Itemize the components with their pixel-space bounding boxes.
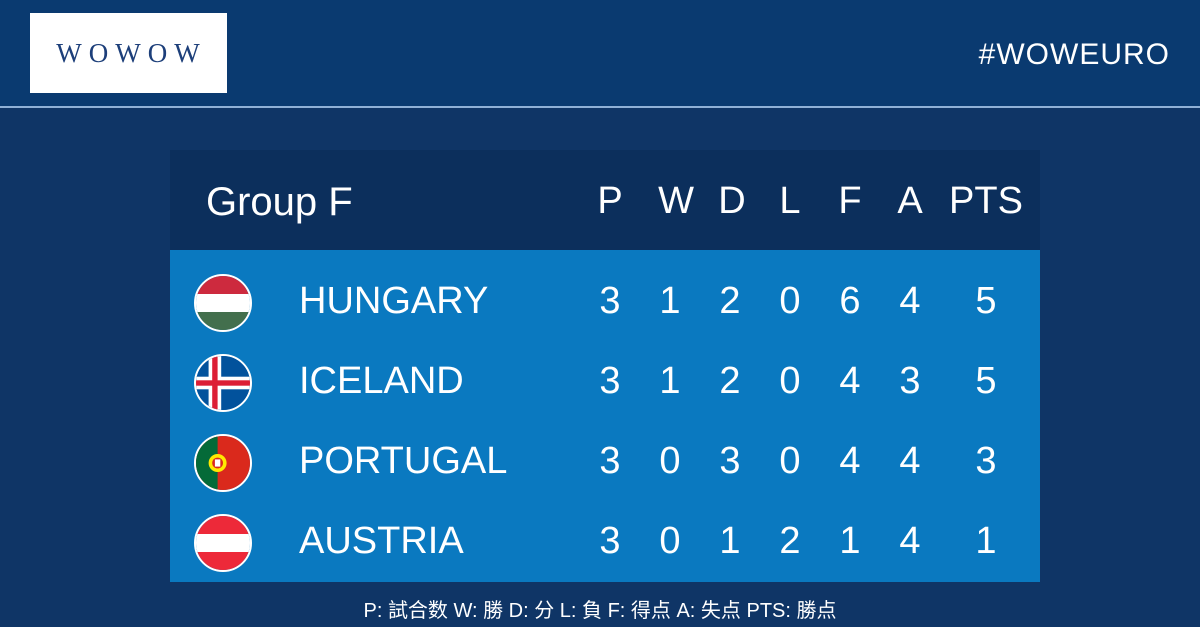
cell-pts: 3	[975, 440, 997, 482]
hashtag: #WOWEURO	[978, 38, 1170, 71]
column-header-p: P	[597, 180, 623, 222]
cell-w: 0	[659, 520, 681, 562]
cell-d: 1	[719, 520, 741, 562]
wowow-logo: WOWOW	[30, 13, 227, 93]
group-title: Group F	[206, 180, 353, 224]
cell-a: 4	[899, 280, 921, 322]
cell-d: 3	[719, 440, 741, 482]
column-header-d: D	[718, 180, 746, 222]
cell-pts: 5	[975, 360, 997, 402]
standings-table: Group F P W D L F A PTS HUNGARY 3 1 2 0 …	[170, 150, 1040, 582]
logo-text: WOWOW	[56, 37, 207, 68]
team-name: AUSTRIA	[299, 520, 464, 562]
cell-d: 2	[719, 360, 741, 402]
cell-p: 3	[599, 520, 621, 562]
table-row: PORTUGAL 3 0 3 0 4 4 3	[170, 420, 1040, 500]
table-row: ICELAND 3 1 2 0 4 3 5	[170, 340, 1040, 420]
portugal-flag-icon	[194, 434, 252, 492]
iceland-flag-icon	[194, 354, 252, 412]
table-header: Group F P W D L F A PTS	[170, 150, 1040, 250]
table-row: HUNGARY 3 1 2 0 6 4 5	[170, 260, 1040, 340]
hungary-flag-icon	[194, 274, 252, 332]
cell-f: 6	[839, 280, 861, 322]
cell-l: 0	[779, 360, 801, 402]
table-body: HUNGARY 3 1 2 0 6 4 5 ICELAND 3 1	[170, 250, 1040, 582]
table-row: AUSTRIA 3 0 1 2 1 4 1	[170, 500, 1040, 580]
column-legend: P: 試合数 W: 勝 D: 分 L: 負 F: 得点 A: 失点 PTS: 勝…	[363, 600, 837, 622]
cell-w: 1	[659, 280, 681, 322]
cell-l: 0	[779, 440, 801, 482]
cell-l: 0	[779, 280, 801, 322]
cell-f: 4	[839, 360, 861, 402]
team-name: HUNGARY	[299, 280, 489, 322]
cell-p: 3	[599, 440, 621, 482]
cell-w: 1	[659, 360, 681, 402]
cell-p: 3	[599, 280, 621, 322]
cell-a: 4	[899, 520, 921, 562]
column-header-w: W	[658, 180, 694, 222]
cell-p: 3	[599, 360, 621, 402]
column-header-l: L	[779, 180, 801, 222]
team-name: ICELAND	[299, 360, 464, 402]
cell-pts: 5	[975, 280, 997, 322]
cell-w: 0	[659, 440, 681, 482]
column-header-pts: PTS	[949, 180, 1023, 222]
austria-flag-icon	[194, 514, 252, 572]
cell-f: 1	[839, 520, 861, 562]
cell-a: 3	[899, 360, 921, 402]
cell-d: 2	[719, 280, 741, 322]
cell-f: 4	[839, 440, 861, 482]
top-bar: WOWOW #WOWEURO	[0, 0, 1200, 108]
column-header-f: F	[838, 180, 862, 222]
team-name: PORTUGAL	[299, 440, 508, 482]
cell-l: 2	[779, 520, 801, 562]
cell-pts: 1	[975, 520, 997, 562]
cell-a: 4	[899, 440, 921, 482]
column-header-a: A	[897, 180, 923, 222]
